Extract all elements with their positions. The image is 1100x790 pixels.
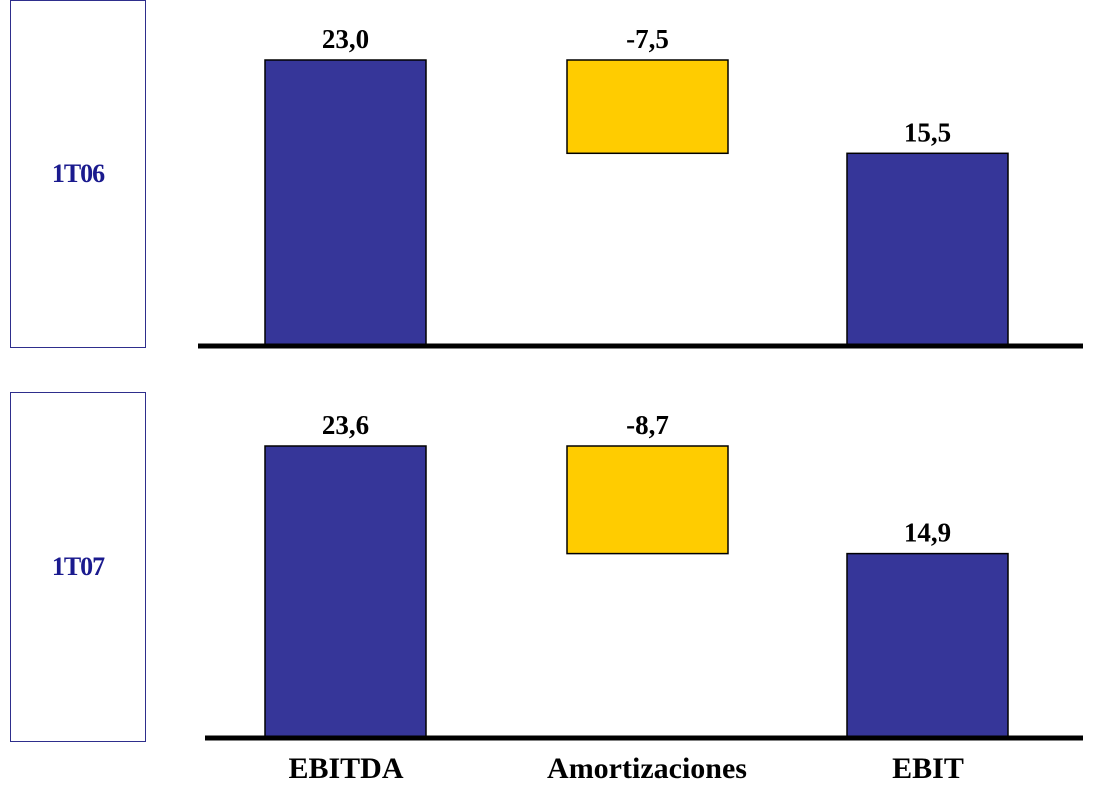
category-label-ebit: EBIT [892, 752, 964, 785]
bar-ebit [846, 152, 1009, 347]
value-label: 15,5 [904, 117, 951, 147]
value-label: -8,7 [626, 410, 669, 440]
period-label-box: 1T06 [10, 0, 146, 348]
bar-amortizaciones [566, 445, 729, 555]
value-label: -7,5 [626, 24, 669, 54]
bar-ebitda [264, 59, 427, 347]
bar-amortizaciones [566, 59, 729, 155]
category-label-ebitda: EBITDA [288, 752, 404, 785]
value-label: 23,6 [322, 410, 369, 440]
bar-ebit [846, 552, 1009, 739]
bar-ebitda [264, 445, 427, 739]
value-label: 23,0 [322, 24, 369, 54]
category-label-amortizaciones: Amortizaciones [547, 752, 747, 785]
period-label: 1T07 [51, 552, 105, 581]
value-label: 14,9 [904, 518, 951, 548]
period-label-box: 1T07 [10, 392, 146, 742]
period-label: 1T06 [51, 159, 105, 188]
